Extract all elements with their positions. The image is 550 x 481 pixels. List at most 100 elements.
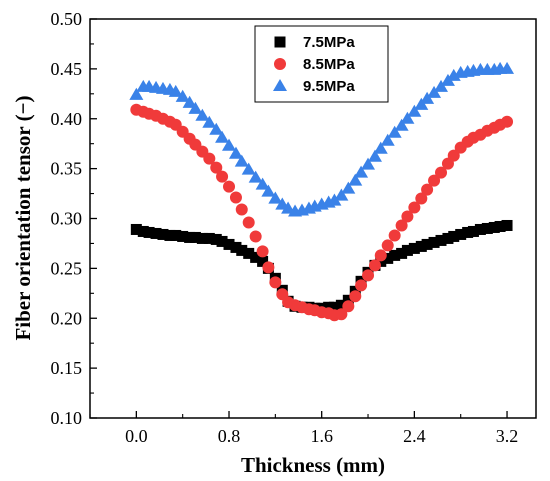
data-marks [129, 61, 515, 322]
triangle-point [394, 118, 409, 131]
square-point [230, 241, 242, 253]
triangle-point [373, 141, 388, 154]
triangle-point [400, 111, 415, 124]
legend-label: 7.5MPa [303, 34, 355, 51]
circle-point [216, 170, 229, 183]
series-7.5MPa [130, 219, 513, 314]
circle-point [395, 219, 408, 232]
y-tick-label: 0.35 [51, 159, 83, 179]
series-9.5MPa [129, 61, 515, 217]
square-point [448, 230, 460, 242]
square-point [415, 240, 427, 252]
y-tick-label: 0.25 [51, 258, 83, 278]
square-point [442, 232, 454, 244]
circle-point [242, 216, 255, 229]
circle-point [388, 229, 401, 242]
square-point [389, 249, 401, 261]
circle-point [421, 183, 434, 196]
legend-triangle-icon [273, 79, 287, 92]
y-tick-label: 0.40 [51, 109, 83, 129]
square-point [257, 255, 269, 267]
square-point [196, 232, 208, 244]
square-point [150, 227, 162, 239]
square-point [428, 236, 440, 248]
square-point [455, 228, 467, 240]
square-point [143, 226, 155, 238]
square-point [210, 233, 222, 245]
square-point [396, 247, 408, 259]
square-point [216, 235, 228, 247]
triangle-point [348, 173, 363, 186]
y-tick-label: 0.20 [51, 308, 83, 328]
triangle-point [327, 193, 342, 206]
square-point [494, 220, 506, 232]
circle-point [223, 180, 236, 193]
square-point [243, 247, 255, 259]
circle-point [401, 210, 414, 223]
square-point [203, 232, 215, 244]
circle-point [342, 300, 355, 313]
triangle-point [387, 125, 402, 138]
square-point [189, 231, 201, 243]
triangle-point [380, 133, 395, 146]
x-tick-label: 2.4 [403, 426, 426, 446]
circle-point [501, 115, 514, 128]
triangle-point [168, 84, 183, 97]
triangle-point [268, 191, 283, 204]
triangle-point [241, 162, 256, 175]
square-point [382, 252, 394, 264]
square-point [462, 226, 474, 238]
square-point [435, 234, 447, 246]
circle-point [374, 249, 387, 262]
tick-marks [89, 18, 508, 419]
circle-point [355, 279, 368, 292]
y-axis-title: Fiber orientation tensor (−) [11, 95, 35, 340]
square-point [488, 221, 500, 233]
triangle-point [202, 115, 217, 128]
legend-label: 8.5MPa [303, 56, 355, 73]
triangle-point [195, 108, 210, 121]
square-point [177, 230, 189, 242]
circle-point [435, 166, 448, 179]
triangle-point [188, 101, 203, 114]
triangle-point [407, 104, 422, 117]
y-tick-label: 0.10 [51, 408, 83, 428]
legend-label: 9.5MPa [303, 78, 355, 95]
circle-point [415, 192, 428, 205]
square-point [184, 231, 196, 243]
triangle-point [215, 130, 230, 143]
square-point [474, 223, 486, 235]
tick-labels: 0.10 0.15 0.20 0.25 0.30 0.35 0.40 0.45 0.50 0.0 0… [51, 9, 519, 446]
triangle-point [234, 154, 249, 167]
circle-point [335, 308, 348, 321]
square-point [408, 242, 420, 254]
circle-point [368, 259, 381, 272]
circle-point [235, 203, 248, 216]
triangle-point [248, 170, 263, 183]
circle-point [203, 152, 216, 165]
square-point [130, 223, 142, 235]
y-tick-label: 0.50 [51, 9, 83, 29]
square-point [157, 228, 169, 240]
legend: 7.5MPa 8.5MPa 9.5MPa [254, 25, 389, 103]
square-point [170, 229, 182, 241]
triangle-point [255, 177, 270, 190]
triangle-point [354, 165, 369, 178]
x-tick-label: 3.2 [496, 426, 519, 446]
circle-point [428, 174, 441, 187]
circle-point [447, 149, 460, 162]
square-point [250, 251, 262, 263]
square-point [164, 229, 176, 241]
square-point [481, 222, 493, 234]
x-tick-label: 0.0 [125, 426, 148, 446]
square-point [501, 219, 513, 231]
circle-point [349, 290, 362, 303]
circle-point [381, 239, 394, 252]
triangle-point [182, 95, 197, 108]
triangle-point [334, 188, 349, 201]
legend-circle-icon [274, 58, 286, 70]
legend-square-icon [274, 36, 286, 48]
square-point [335, 299, 347, 311]
circle-point [262, 261, 275, 274]
